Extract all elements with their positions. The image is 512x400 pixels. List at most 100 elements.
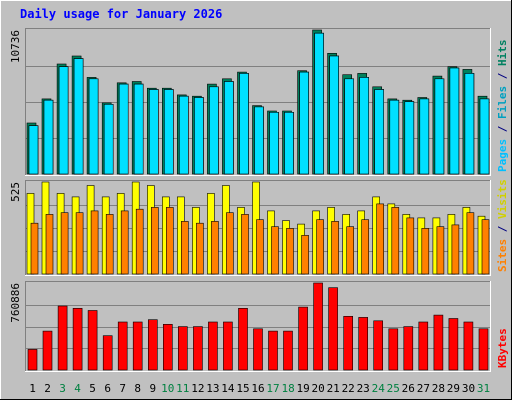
bar-kbytes-day-22 xyxy=(343,315,354,371)
x-tick-label: 13 xyxy=(206,382,219,395)
x-tick-label: 20 xyxy=(311,382,324,395)
x-tick-label: 9 xyxy=(149,382,156,395)
y-max-label-mid: 525 xyxy=(9,182,22,202)
bar-sites-day-25 xyxy=(391,207,400,275)
x-tick-label: 15 xyxy=(236,382,249,395)
bar-sites-day-30 xyxy=(466,212,475,275)
bar-pages-day-9 xyxy=(149,89,159,175)
x-tick-label: 28 xyxy=(432,382,445,395)
bar-kbytes-day-4 xyxy=(72,307,83,371)
chart-title: Daily usage for January 2026 xyxy=(20,7,222,21)
x-tick-label: 30 xyxy=(462,382,475,395)
bar-sites-day-5 xyxy=(90,210,99,275)
x-tick-label: 25 xyxy=(387,382,400,395)
bar-pages-day-26 xyxy=(404,101,415,175)
bar-kbytes-day-8 xyxy=(132,321,143,371)
x-tick-label: 17 xyxy=(266,382,279,395)
x-tick-label: 19 xyxy=(296,382,309,395)
bar-sites-day-1 xyxy=(30,222,39,275)
bar-kbytes-day-11 xyxy=(178,326,188,371)
x-tick-label: 7 xyxy=(119,382,126,395)
bar-pages-day-22 xyxy=(344,78,355,175)
bar-pages-day-5 xyxy=(88,78,99,175)
bar-kbytes-day-31 xyxy=(478,328,489,371)
panel-top: 10736 Pages / Files / Hits xyxy=(9,28,509,176)
bar-sites-day-18 xyxy=(286,228,294,275)
bar-kbytes-day-18 xyxy=(283,330,293,371)
bar-pages-day-4 xyxy=(73,58,84,175)
bar-pages-day-25 xyxy=(389,99,400,175)
bar-pages-day-19 xyxy=(299,71,309,175)
x-tick-label: 2 xyxy=(44,382,51,395)
bar-sites-day-6 xyxy=(105,214,114,275)
bar-pages-day-10 xyxy=(164,89,174,175)
bar-sites-day-19 xyxy=(301,235,309,275)
x-tick-label: 31 xyxy=(477,382,490,395)
bar-sites-day-4 xyxy=(75,212,84,275)
bar-pages-day-27 xyxy=(419,98,430,175)
bar-kbytes-day-28 xyxy=(433,314,444,371)
x-tick-label: 5 xyxy=(89,382,96,395)
x-tick-label: 10 xyxy=(161,382,174,395)
bar-sites-day-10 xyxy=(166,207,174,275)
bar-pages-day-31 xyxy=(479,98,490,175)
bar-kbytes-day-6 xyxy=(102,335,113,371)
bar-sites-day-21 xyxy=(331,221,339,275)
bar-pages-day-8 xyxy=(133,83,144,175)
bar-kbytes-day-23 xyxy=(358,317,369,371)
bar-sites-day-3 xyxy=(60,212,69,275)
bar-sites-day-16 xyxy=(256,219,264,275)
y-max-label-top: 10736 xyxy=(9,30,22,63)
bar-sites-day-13 xyxy=(211,221,219,275)
panel-bot: 760886 KBytes xyxy=(9,281,509,372)
bar-pages-day-28 xyxy=(434,78,445,175)
bar-kbytes-day-15 xyxy=(238,307,248,371)
legend-item: Hits xyxy=(496,40,509,67)
legend-item: Files xyxy=(496,86,509,119)
bar-pages-day-18 xyxy=(284,112,294,175)
legend-mid: Sites / Visits xyxy=(496,179,509,272)
bar-kbytes-day-19 xyxy=(298,306,308,371)
legend-item: KBytes xyxy=(496,328,509,368)
bar-sites-day-11 xyxy=(181,221,189,275)
legend-item: Visits xyxy=(496,179,509,219)
x-tick-label: 12 xyxy=(191,382,204,395)
x-tick-label: 24 xyxy=(372,382,386,395)
bar-kbytes-day-14 xyxy=(223,321,233,371)
x-tick-label: 1 xyxy=(29,382,36,395)
x-tick-label: 21 xyxy=(327,382,340,395)
legend-item: / xyxy=(496,219,509,239)
x-tick-label: 29 xyxy=(447,382,460,395)
bar-sites-day-29 xyxy=(451,224,460,275)
bar-sites-day-22 xyxy=(346,226,355,275)
bar-kbytes-day-10 xyxy=(163,323,173,371)
x-tick-label: 14 xyxy=(221,382,235,395)
x-tick-label: 3 xyxy=(59,382,66,395)
bar-pages-day-29 xyxy=(449,67,460,175)
bar-sites-day-9 xyxy=(151,207,159,275)
bar-pages-day-17 xyxy=(269,112,279,175)
bar-sites-day-12 xyxy=(196,222,204,275)
bar-kbytes-day-7 xyxy=(117,321,128,371)
x-tick-label: 23 xyxy=(357,382,370,395)
bar-kbytes-day-26 xyxy=(403,326,414,371)
bar-kbytes-day-17 xyxy=(268,330,278,371)
bar-pages-day-15 xyxy=(239,73,249,175)
bar-kbytes-day-2 xyxy=(42,330,53,371)
bar-kbytes-day-13 xyxy=(208,321,218,371)
x-tick-label: 27 xyxy=(417,382,430,395)
bar-kbytes-day-9 xyxy=(148,319,158,371)
bar-sites-day-14 xyxy=(226,212,234,275)
bar-sites-day-8 xyxy=(135,208,144,275)
bar-pages-day-21 xyxy=(329,55,339,175)
bar-sites-day-24 xyxy=(376,203,385,275)
x-tick-label: 4 xyxy=(74,382,81,395)
bar-kbytes-day-16 xyxy=(253,328,263,371)
bar-sites-day-23 xyxy=(361,219,370,275)
bar-pages-day-6 xyxy=(103,104,114,175)
bar-pages-day-30 xyxy=(464,73,475,175)
bar-sites-day-27 xyxy=(421,228,430,275)
x-tick-label: 22 xyxy=(342,382,355,395)
bar-pages-day-12 xyxy=(194,97,204,175)
bar-pages-day-13 xyxy=(209,86,219,175)
